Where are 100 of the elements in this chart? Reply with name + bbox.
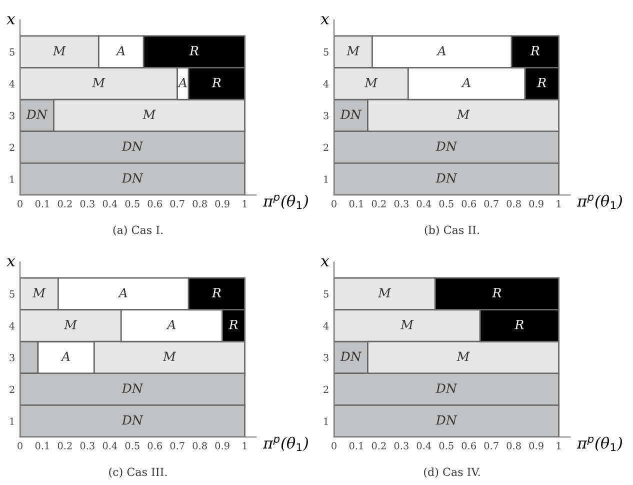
x-axis-title: π$^{p}$(θ$_{1}$) — [576, 436, 622, 452]
x-tick-label: 0.5 — [439, 442, 454, 450]
x-tick-label: 0.9 — [215, 200, 230, 208]
data-label: DN — [122, 142, 144, 151]
x-tick-label: 0.4 — [102, 200, 118, 208]
data-label: DN — [436, 384, 458, 393]
data-label: DN — [436, 173, 458, 183]
data-label: R — [189, 46, 198, 56]
y-tick-label: 2 — [10, 386, 14, 393]
x-tick-label: 0.4 — [416, 200, 432, 208]
x-tick-label: 0.2 — [372, 442, 386, 450]
x-tick-label: 0.4 — [102, 442, 118, 450]
x-tick-label: 0.3 — [80, 442, 94, 450]
x-tick-label: 0.7 — [170, 442, 184, 450]
y-tick-label: 5 — [10, 48, 14, 56]
x-tick-label: 0.8 — [506, 200, 521, 208]
data-label: DN — [122, 415, 144, 425]
y-tick-label: 1 — [10, 418, 14, 425]
y-tick-label: 5 — [10, 290, 14, 298]
x-tick-label: 0.5 — [125, 442, 140, 450]
x-axis-title: π$^{p}$(θ$_{1}$) — [262, 436, 308, 452]
x-tick-label: 0.8 — [192, 442, 207, 450]
data-label: DN — [340, 352, 362, 362]
x-tick-label: 0.3 — [394, 200, 408, 208]
data-label: M — [364, 78, 378, 88]
data-label: M — [400, 320, 414, 330]
data-label: M — [32, 288, 46, 298]
x-axis-title: π$^{p}$(θ$_{1}$) — [576, 194, 622, 210]
y-tick-label: 4 — [323, 80, 329, 88]
data-label: M — [92, 78, 106, 88]
y-axis-title: x — [320, 258, 330, 266]
x-tick-label: 0.2 — [58, 200, 72, 208]
data-label: R — [514, 320, 524, 330]
x-tick-label: 0 — [18, 442, 22, 450]
x-tick-label: 1 — [242, 200, 246, 208]
y-tick-label: 1 — [10, 176, 14, 183]
y-axis-title: x — [6, 16, 16, 24]
data-label: M — [456, 110, 470, 119]
y-tick-label: 3 — [324, 354, 328, 362]
y-tick-label: 4 — [9, 322, 15, 330]
x-tick-label: 0.7 — [170, 200, 184, 208]
x-tick-label: 0.8 — [506, 442, 521, 450]
data-label: M — [142, 110, 156, 119]
data-label: R — [492, 288, 502, 298]
x-tick-label: 0.9 — [215, 442, 230, 450]
y-axis-title: x — [320, 16, 330, 24]
data-label: M — [52, 46, 66, 56]
x-tick-label: 1 — [556, 200, 560, 208]
x-tick-label: 0.9 — [529, 200, 544, 208]
text: (d) Cas IV. — [424, 467, 480, 478]
y-tick-label: 3 — [324, 112, 328, 120]
y-tick-label: 2 — [324, 386, 328, 393]
data-label: A — [60, 352, 70, 361]
data-label: DN — [122, 173, 144, 183]
y-tick-label: 2 — [10, 144, 14, 151]
x-tick-label: 0.2 — [58, 442, 72, 450]
x-tick-label: 0.1 — [349, 442, 363, 450]
x-tick-label: 0.6 — [148, 442, 162, 450]
y-tick-label: 5 — [324, 48, 328, 56]
text: (b) Cas II. — [424, 225, 479, 236]
data-label: A — [166, 320, 176, 330]
x-tick-label: 0.1 — [35, 442, 49, 450]
x-tick-label: 0.5 — [125, 200, 140, 208]
text: (a) Cas I. — [113, 225, 163, 236]
data-label: DN — [340, 110, 362, 120]
y-tick-label: 4 — [323, 322, 329, 330]
x-tick-label: 0.7 — [484, 200, 498, 208]
y-tick-label: 5 — [324, 290, 328, 298]
x-tick-label: 0.7 — [484, 442, 498, 450]
x-tick-label: 0 — [18, 200, 22, 208]
x-tick-label: 0.9 — [529, 442, 544, 450]
x-tick-label: 0.3 — [80, 200, 94, 208]
data-label: M — [456, 352, 470, 361]
x-tick-label: 0.6 — [462, 442, 476, 450]
x-tick-label: 1 — [242, 442, 246, 450]
y-tick-label: 3 — [10, 354, 14, 362]
data-label: DN — [436, 142, 458, 151]
data-label: DN — [26, 110, 48, 120]
x-tick-label: 0.6 — [148, 200, 162, 208]
data-label: M — [378, 288, 392, 298]
text: (c) Cas III. — [109, 467, 167, 478]
data-label: M — [346, 46, 360, 56]
x-tick-label: 0.3 — [394, 442, 408, 450]
y-tick-label: 4 — [9, 80, 15, 88]
data-label: DN — [122, 384, 144, 393]
x-axis-title: π$^{p}$(θ$_{1}$) — [262, 194, 308, 210]
data-label: M — [64, 320, 78, 330]
data-label: DN — [436, 415, 458, 425]
data-label: A — [436, 46, 446, 56]
x-tick-label: 0.6 — [462, 200, 476, 208]
x-tick-label: 0.1 — [35, 200, 49, 208]
y-axis-title: x — [6, 258, 16, 266]
y-tick-label: 1 — [324, 418, 328, 425]
x-tick-label: 0.5 — [439, 200, 454, 208]
data-label: M — [162, 352, 176, 361]
x-tick-label: 0.1 — [349, 200, 363, 208]
data-label: A — [118, 288, 128, 298]
x-tick-label: 1 — [556, 442, 560, 450]
data-label: R — [212, 288, 221, 298]
data-label: R — [537, 78, 546, 88]
